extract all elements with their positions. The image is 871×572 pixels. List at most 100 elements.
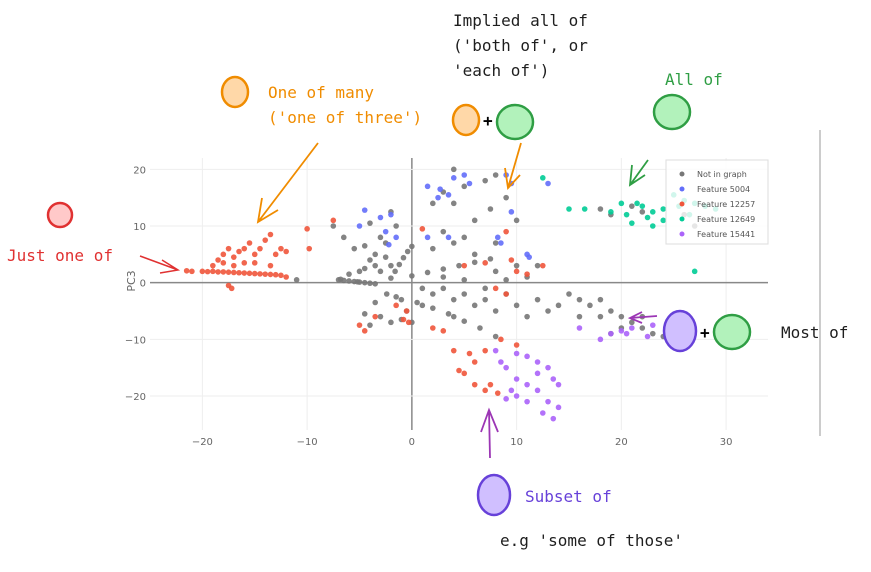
data-point bbox=[437, 186, 443, 192]
data-point bbox=[367, 257, 373, 263]
annotation-example: e.g 'some of those' bbox=[500, 531, 684, 550]
data-point bbox=[566, 291, 572, 297]
data-point bbox=[471, 251, 478, 258]
data-point bbox=[513, 342, 520, 348]
data-point bbox=[215, 269, 221, 275]
data-point bbox=[356, 223, 363, 229]
data-point bbox=[539, 410, 546, 416]
data-point bbox=[691, 268, 698, 275]
data-point bbox=[241, 245, 248, 252]
data-point bbox=[471, 381, 478, 388]
data-point bbox=[430, 245, 436, 252]
data-point bbox=[220, 251, 227, 258]
data-point bbox=[440, 285, 447, 292]
legend-label: Feature 15441 bbox=[697, 230, 755, 239]
data-point bbox=[337, 276, 344, 283]
orange-circle-icon bbox=[451, 103, 481, 137]
annotation-line: ('both of', or bbox=[453, 36, 588, 55]
data-point bbox=[393, 234, 399, 241]
green-circle-icon bbox=[652, 93, 692, 131]
data-point bbox=[398, 296, 405, 303]
data-point bbox=[405, 319, 412, 326]
legend-marker-icon bbox=[679, 201, 685, 207]
data-point bbox=[649, 322, 656, 328]
data-point bbox=[225, 245, 232, 252]
data-point bbox=[623, 211, 630, 218]
data-point bbox=[241, 260, 248, 266]
y-tick-label: −10 bbox=[125, 335, 146, 346]
data-point bbox=[513, 376, 520, 382]
data-point bbox=[503, 228, 509, 235]
data-point bbox=[461, 262, 468, 269]
data-point bbox=[492, 240, 499, 246]
data-point bbox=[445, 234, 452, 241]
data-point bbox=[545, 308, 551, 314]
data-point bbox=[634, 200, 640, 207]
data-point bbox=[340, 234, 347, 241]
data-point bbox=[649, 209, 656, 215]
data-point bbox=[377, 313, 384, 320]
data-point bbox=[644, 214, 651, 221]
data-point bbox=[356, 322, 363, 328]
data-point bbox=[450, 296, 457, 303]
data-point bbox=[440, 328, 447, 334]
data-point bbox=[241, 270, 248, 276]
data-point bbox=[550, 376, 557, 382]
data-point bbox=[597, 313, 604, 320]
data-point bbox=[230, 269, 237, 276]
annotation-implied-all-of: Implied all of ('both of', or 'each of') bbox=[453, 8, 588, 83]
data-point bbox=[361, 265, 368, 272]
data-point bbox=[524, 353, 530, 360]
data-point bbox=[210, 262, 216, 269]
y-axis-label: PC3 bbox=[125, 270, 138, 291]
data-point bbox=[330, 223, 337, 229]
data-point bbox=[199, 268, 206, 275]
data-point bbox=[283, 248, 289, 255]
data-point bbox=[629, 220, 635, 226]
data-point bbox=[393, 223, 399, 229]
data-point bbox=[487, 381, 494, 388]
data-point bbox=[361, 328, 368, 334]
data-point bbox=[393, 302, 399, 309]
data-point bbox=[526, 254, 532, 260]
data-point bbox=[550, 415, 557, 422]
data-point bbox=[545, 398, 551, 405]
data-point bbox=[492, 285, 499, 292]
data-point bbox=[356, 268, 363, 275]
data-point bbox=[618, 313, 625, 320]
data-point bbox=[539, 175, 546, 181]
data-point bbox=[494, 390, 501, 396]
data-point bbox=[220, 260, 227, 266]
data-point bbox=[403, 308, 410, 314]
data-point bbox=[508, 209, 515, 215]
data-point bbox=[660, 206, 667, 212]
data-point bbox=[220, 269, 227, 275]
data-point bbox=[440, 274, 447, 280]
data-point bbox=[471, 217, 478, 224]
data-point bbox=[346, 278, 352, 284]
legend-label: Feature 12257 bbox=[697, 200, 755, 209]
data-point bbox=[257, 271, 263, 277]
data-point bbox=[576, 313, 583, 320]
data-point bbox=[639, 209, 646, 215]
legend-marker-icon bbox=[679, 216, 685, 222]
green-arrow-icon bbox=[628, 159, 649, 187]
data-point bbox=[246, 240, 253, 246]
data-point bbox=[487, 256, 494, 262]
red-circle-icon bbox=[46, 201, 74, 229]
data-point bbox=[471, 359, 478, 365]
data-point bbox=[471, 259, 478, 266]
annotation-subset-of: Subset of bbox=[525, 487, 612, 506]
data-point bbox=[623, 330, 630, 337]
data-point bbox=[251, 260, 258, 266]
purple-arrow-icon bbox=[627, 311, 658, 324]
annotation-all-of: All of bbox=[665, 70, 723, 89]
data-point bbox=[524, 313, 530, 320]
data-point bbox=[492, 268, 499, 275]
data-point bbox=[629, 319, 635, 326]
data-point bbox=[492, 172, 499, 178]
x-tick-label: 20 bbox=[615, 437, 628, 448]
data-point bbox=[251, 270, 258, 277]
data-point bbox=[508, 387, 515, 394]
